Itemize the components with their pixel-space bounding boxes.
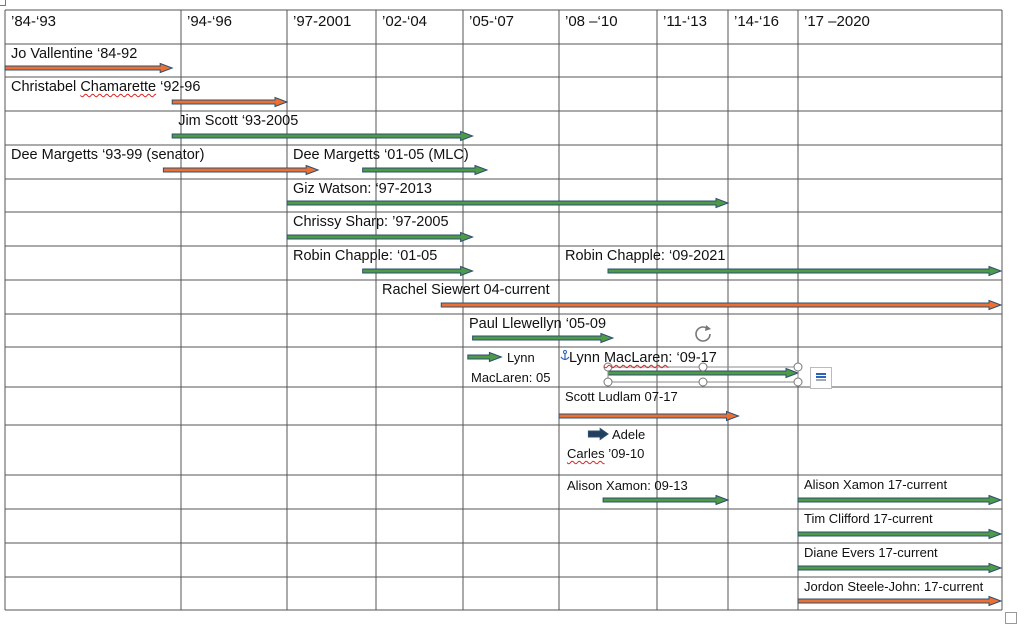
header-cell-8: ’17 –2020 — [804, 13, 870, 30]
timeline-label: Chrissy Sharp: ’97-2005 — [293, 214, 449, 230]
timeline-arrow[interactable] — [472, 332, 615, 344]
timeline-label: Dee Margetts ‘01-05 (MLC) — [293, 147, 469, 163]
timeline-label: Jo Vallentine ‘84-92 — [11, 46, 138, 62]
rotate-handle-icon[interactable] — [695, 325, 711, 342]
header-cell-1: ’94-‘96 — [187, 13, 233, 30]
header-cell-0: ’84-‘93 — [11, 13, 57, 30]
timeline-arrow[interactable] — [797, 595, 1003, 607]
timeline-arrow[interactable] — [797, 494, 1003, 506]
timeline-label: Lynn MacLaren: ‘09-17 — [569, 350, 717, 366]
header-cell-7: ’14-‘16 — [734, 13, 780, 30]
timeline-arrow[interactable] — [362, 265, 475, 277]
resize-handle[interactable] — [698, 362, 708, 372]
resize-handle[interactable] — [698, 377, 708, 387]
timeline-label: Giz Watson: ‘97-2013 — [293, 181, 432, 197]
timeline-arrow[interactable] — [362, 164, 489, 176]
timeline-arrow[interactable] — [587, 427, 609, 441]
resize-handle[interactable] — [793, 362, 803, 372]
resize-handle[interactable] — [793, 377, 803, 387]
timeline-label: Alison Xamon 17-current — [804, 477, 948, 492]
timeline-label: MacLaren: 05 — [471, 370, 551, 385]
timeline-label: Jordon Steele-John: 17-current — [804, 579, 984, 594]
timeline-label: Dee Margetts ‘93-99 (senator) — [11, 147, 205, 163]
anchor-icon — [560, 350, 570, 361]
resize-handle[interactable] — [603, 362, 613, 372]
timeline-arrow[interactable] — [286, 231, 475, 243]
timeline-arrow[interactable] — [607, 265, 1003, 277]
resize-handle[interactable] — [603, 377, 613, 387]
header-cell-2: ’97-2001 — [293, 13, 352, 30]
header-cell-6: ’11-‘13 — [663, 13, 707, 30]
resize-corner-box[interactable] — [1005, 612, 1017, 624]
page-corner-mark — [5, 0, 6, 6]
page-corner-mark — [0, 5, 6, 6]
timeline-label: Paul Llewellyn ‘05-09 — [469, 316, 607, 332]
timeline-label: Tim Clifford 17-current — [804, 511, 933, 526]
timeline-label: Robin Chapple: ‘09-2021 — [565, 248, 726, 264]
timeline-arrow[interactable] — [4, 62, 174, 74]
header-cell-4: ’05-‘07 — [469, 13, 515, 30]
timeline-arrow[interactable] — [171, 130, 475, 142]
timeline-arrow[interactable] — [797, 562, 1003, 574]
timeline-label: Rachel Siewert 04-current — [382, 282, 550, 298]
timeline-label: Diane Evers 17-current — [804, 545, 938, 560]
timeline-arrow[interactable] — [607, 367, 800, 379]
timeline-label: Jim Scott ‘93-2005 — [178, 113, 299, 129]
timeline-arrow[interactable] — [286, 197, 730, 209]
timeline-arrow[interactable] — [467, 351, 503, 363]
timeline-label: Carles ’09-10 — [567, 446, 645, 461]
header-cell-3: ’02-‘04 — [382, 13, 428, 30]
timeline-arrow[interactable] — [162, 164, 320, 176]
timeline-label: Christabel Chamarette ‘92-96 — [11, 79, 201, 95]
timeline-label: Lynn — [507, 350, 535, 365]
timeline-label: Robin Chapple: ‘01-05 — [293, 248, 438, 264]
timeline-arrow[interactable] — [797, 528, 1003, 540]
timeline-label: Adele — [612, 427, 646, 442]
header-cell-5: ’08 –‘10 — [565, 13, 618, 30]
selected-shape-frame[interactable] — [603, 362, 803, 387]
timeline-arrow[interactable] — [440, 299, 1003, 311]
timeline-label: Scott Ludlam 07-17 — [565, 389, 678, 404]
layout-options-icon[interactable] — [810, 367, 832, 389]
timeline-label: Alison Xamon: 09-13 — [567, 478, 688, 493]
timeline-arrow[interactable] — [558, 410, 740, 422]
timeline-arrow[interactable] — [602, 494, 730, 506]
timeline-arrow[interactable] — [171, 96, 289, 108]
